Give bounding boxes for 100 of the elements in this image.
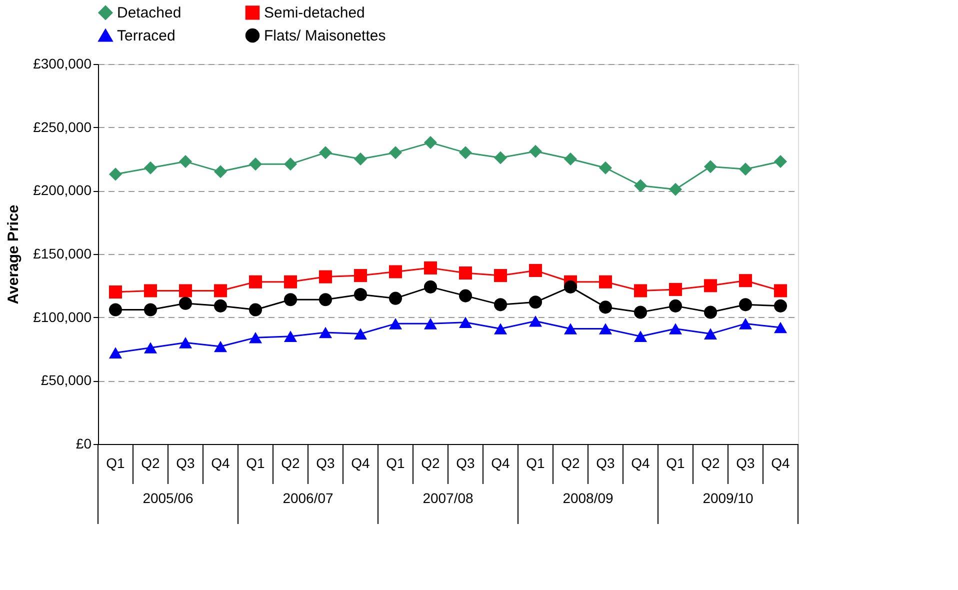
x-tick-label: Q3 [456, 455, 476, 471]
legend-label: Detached [117, 4, 182, 22]
text: 2006/07 [282, 490, 334, 506]
point [668, 282, 682, 296]
point [458, 289, 472, 302]
point [634, 179, 648, 192]
x-tick-label: Q3 [316, 455, 336, 471]
text: 2005/06 [142, 490, 194, 506]
point [284, 158, 298, 171]
point [318, 270, 332, 284]
point [528, 144, 542, 158]
point [108, 168, 122, 181]
point [214, 340, 228, 352]
x-tick-label: Q2 [701, 455, 720, 471]
point [388, 318, 402, 330]
point [108, 285, 122, 299]
point [248, 303, 262, 316]
point [144, 161, 158, 174]
point [738, 274, 752, 288]
y-tick-label: £0 [76, 436, 92, 452]
point [634, 284, 648, 298]
legend-label: Semi-detached [264, 4, 365, 22]
point [774, 155, 788, 168]
point [318, 293, 332, 306]
x-tick-label: Q4 [631, 455, 650, 471]
point [144, 284, 158, 298]
x-tick-label: Q4 [491, 455, 510, 471]
point [248, 158, 262, 171]
point [564, 280, 578, 294]
point [284, 293, 298, 306]
point [354, 328, 368, 340]
point [354, 152, 368, 166]
point [738, 162, 752, 176]
point [458, 266, 472, 280]
x-tick-label: Q2 [561, 455, 580, 471]
x-tick-label: Q3 [176, 455, 196, 471]
y-tick-label: £250,000 [33, 118, 92, 135]
point [528, 264, 542, 277]
x-tick-label: Q2 [281, 455, 300, 471]
point [424, 318, 438, 330]
point [144, 342, 158, 354]
point [318, 326, 332, 338]
text: 2007/08 [422, 490, 474, 506]
y-axis-title: Average Price [5, 204, 22, 304]
x-tick-label: Q1 [526, 455, 546, 471]
x-tick-label: Q3 [736, 455, 756, 471]
point [108, 303, 122, 316]
point [494, 323, 508, 334]
point [284, 275, 298, 288]
text: 2009/10 [702, 490, 754, 506]
legend-label: Terraced [117, 28, 176, 44]
point [774, 299, 788, 312]
y-tick-label: £150,000 [33, 246, 92, 262]
point [704, 328, 718, 340]
point [668, 323, 682, 334]
y-tick-label: £50,000 [40, 372, 92, 388]
point [424, 280, 438, 294]
x-tick-label: Q1 [106, 455, 126, 471]
x-tick-label: Q3 [596, 455, 616, 471]
point [738, 298, 752, 312]
point [388, 146, 402, 160]
point [528, 315, 542, 327]
text: 2008/09 [562, 490, 614, 506]
point [704, 306, 718, 319]
y-tick-label: £100,000 [33, 308, 92, 325]
point [774, 284, 788, 298]
x-tick-label: Q4 [771, 455, 790, 471]
x-tick-label: Q1 [386, 455, 406, 471]
point [458, 316, 472, 328]
point [388, 292, 402, 305]
point [598, 161, 612, 174]
y-tick-label: £200,000 [33, 182, 92, 198]
x-tick-label: Q2 [421, 455, 440, 471]
point [634, 306, 648, 319]
point [634, 330, 648, 342]
point [424, 261, 438, 274]
x-tick-label: Q2 [141, 455, 160, 471]
x-tick-label: Q4 [211, 455, 230, 471]
point [564, 152, 578, 166]
point [494, 151, 508, 164]
point [494, 298, 508, 312]
point [284, 330, 298, 342]
point [704, 160, 718, 174]
point [774, 322, 788, 334]
point [458, 146, 472, 160]
legend-label: Flats/ Maisonettes [264, 28, 386, 44]
point [248, 332, 262, 344]
point [214, 284, 228, 298]
x-tick-label: Q1 [246, 455, 266, 471]
point [108, 347, 122, 358]
point [388, 265, 402, 278]
point [704, 279, 718, 292]
point [598, 300, 612, 314]
point [424, 136, 438, 150]
point [564, 323, 578, 334]
point [598, 275, 612, 288]
point [668, 299, 682, 312]
x-tick-label: Q4 [351, 455, 370, 471]
point [494, 269, 508, 282]
point [178, 337, 192, 348]
